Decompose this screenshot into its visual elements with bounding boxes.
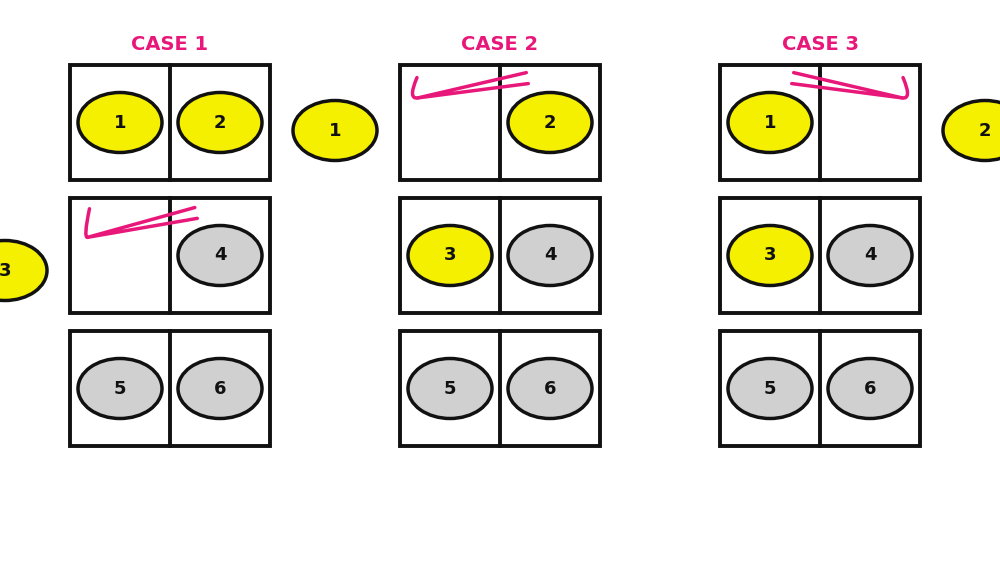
- Ellipse shape: [0, 240, 47, 301]
- Ellipse shape: [508, 92, 592, 153]
- Ellipse shape: [408, 226, 492, 285]
- Text: 1: 1: [764, 114, 776, 132]
- Text: 2: 2: [544, 114, 556, 132]
- Bar: [400, 198, 600, 313]
- Ellipse shape: [728, 359, 812, 418]
- Ellipse shape: [408, 359, 492, 418]
- Bar: [720, 198, 920, 313]
- Bar: [720, 65, 920, 180]
- Ellipse shape: [828, 226, 912, 285]
- Text: 2: 2: [979, 122, 991, 140]
- Text: 6: 6: [544, 379, 556, 397]
- Ellipse shape: [78, 359, 162, 418]
- Ellipse shape: [728, 92, 812, 153]
- Text: 5: 5: [764, 379, 776, 397]
- Text: 2: 2: [214, 114, 226, 132]
- Ellipse shape: [293, 101, 377, 160]
- Text: 3: 3: [0, 261, 11, 279]
- Text: 1: 1: [329, 122, 341, 140]
- Ellipse shape: [178, 92, 262, 153]
- Ellipse shape: [728, 226, 812, 285]
- Bar: [70, 198, 270, 313]
- Text: 4: 4: [214, 247, 226, 265]
- Text: 6: 6: [214, 379, 226, 397]
- Text: 6: 6: [864, 379, 876, 397]
- Text: 5: 5: [444, 379, 456, 397]
- Bar: [70, 65, 270, 180]
- Ellipse shape: [828, 359, 912, 418]
- Text: 4: 4: [864, 247, 876, 265]
- Text: 3: 3: [444, 247, 456, 265]
- Text: CASE 2: CASE 2: [461, 35, 539, 55]
- Ellipse shape: [178, 359, 262, 418]
- Text: 1: 1: [114, 114, 126, 132]
- Bar: [400, 65, 600, 180]
- Text: 3: 3: [764, 247, 776, 265]
- Ellipse shape: [943, 101, 1000, 160]
- Ellipse shape: [178, 226, 262, 285]
- Text: 4: 4: [544, 247, 556, 265]
- Ellipse shape: [508, 226, 592, 285]
- Text: 5: 5: [114, 379, 126, 397]
- Bar: [70, 331, 270, 446]
- Text: CASE 1: CASE 1: [131, 35, 209, 55]
- Bar: [720, 331, 920, 446]
- Ellipse shape: [508, 359, 592, 418]
- Ellipse shape: [78, 92, 162, 153]
- Text: CASE 3: CASE 3: [782, 35, 858, 55]
- Bar: [400, 331, 600, 446]
